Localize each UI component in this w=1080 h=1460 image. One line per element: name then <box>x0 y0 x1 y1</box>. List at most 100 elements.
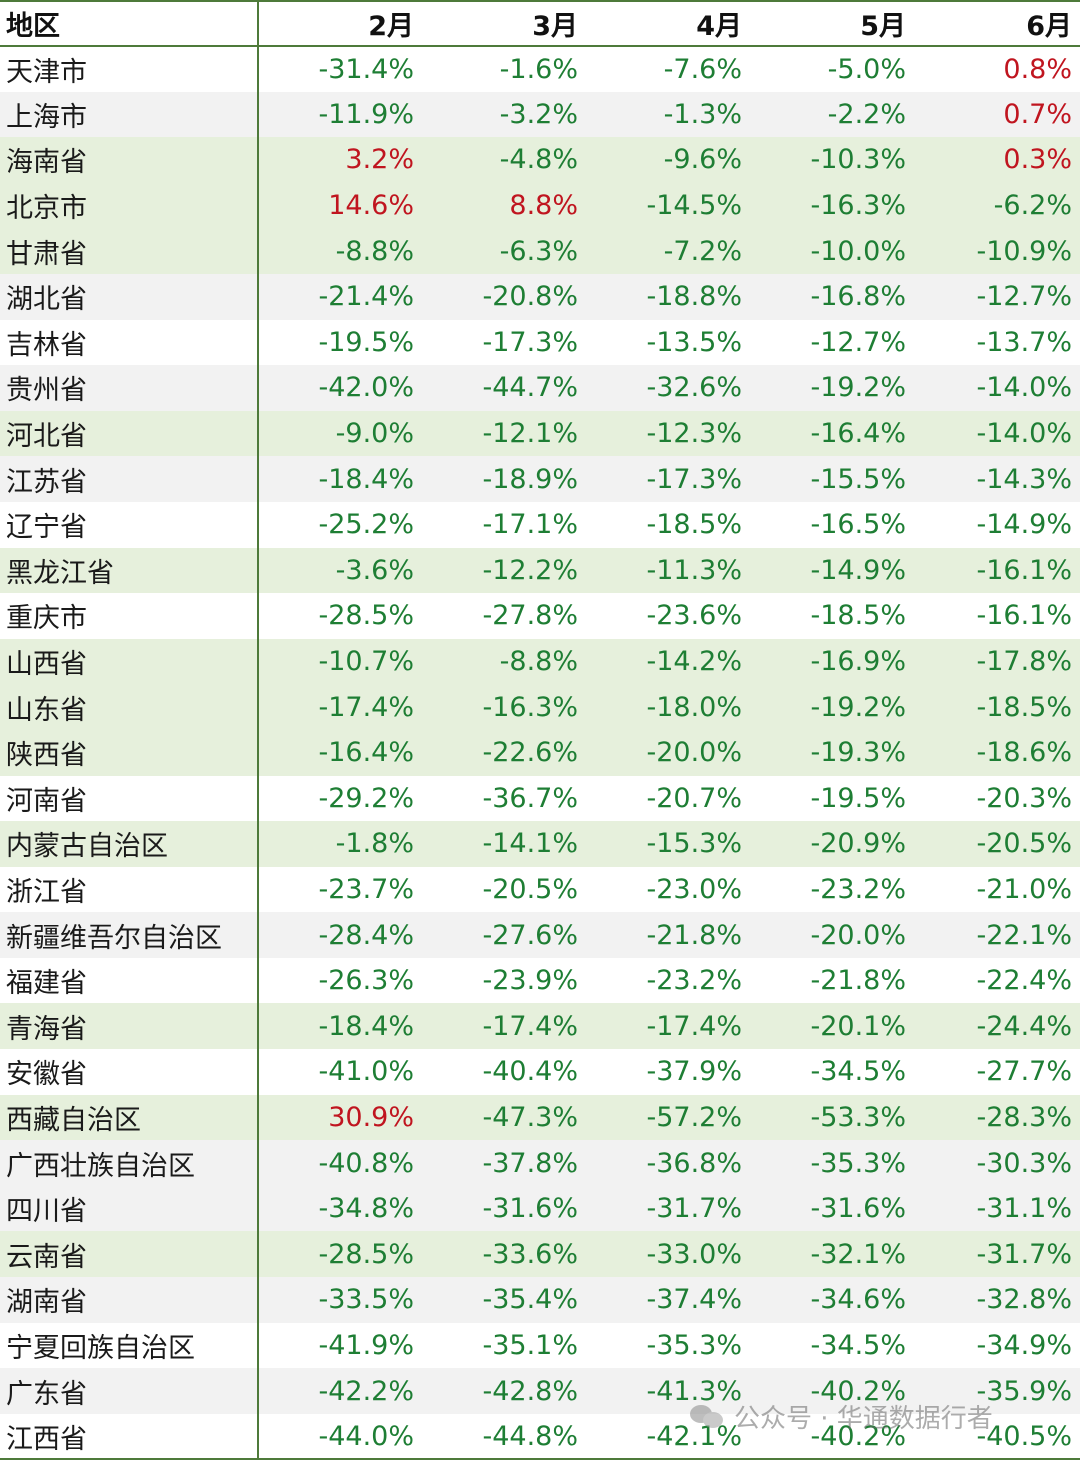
value-cell: -1.3% <box>586 91 750 138</box>
table-row: 广西壮族自治区 -40.8% -37.8% -36.8% -35.3% -30.3% <box>0 1140 1080 1186</box>
value-cell: -27.7% <box>914 1049 1080 1095</box>
value-cell: -16.5% <box>750 501 914 548</box>
region-cell: 海南省 <box>0 137 259 183</box>
table-row: 河南省 -29.2% -36.7% -20.7% -19.5% -20.3% <box>0 775 1080 822</box>
value-cell: -21.8% <box>586 912 750 958</box>
value-cell: -31.6% <box>750 1185 914 1232</box>
value-cell: -14.1% <box>422 821 586 867</box>
region-cell: 西藏自治区 <box>0 1094 259 1141</box>
value-cell: -17.4% <box>586 1003 750 1050</box>
table-row: 黑龙江省 -3.6% -12.2% -11.3% -14.9% -16.1% <box>0 547 1080 594</box>
value-cell: -12.7% <box>750 319 914 366</box>
value-cell: -28.3% <box>914 1094 1080 1141</box>
table-row: 四川省 -34.8% -31.6% -31.7% -31.6% -31.1% <box>0 1185 1080 1232</box>
value-cell: -22.1% <box>914 912 1080 958</box>
table-row: 北京市 14.6% 8.8% -14.5% -16.3% -6.2% <box>0 182 1080 229</box>
region-cell: 辽宁省 <box>0 501 259 548</box>
value-cell: -42.1% <box>586 1413 750 1460</box>
value-cell: -6.3% <box>422 228 586 274</box>
table-row: 新疆维吾尔自治区 -28.4% -27.6% -21.8% -20.0% -22.1% <box>0 912 1080 958</box>
value-cell: -19.3% <box>750 729 914 776</box>
table-row: 海南省 3.2% -4.8% -9.6% -10.3% 0.3% <box>0 137 1080 183</box>
region-cell: 重庆市 <box>0 593 259 639</box>
table-row: 江西省 -44.0% -44.8% -42.1% -40.2% -40.5% <box>0 1413 1080 1460</box>
table-row: 青海省 -18.4% -17.4% -17.4% -20.1% -24.4% <box>0 1003 1080 1050</box>
value-cell: -14.9% <box>750 547 914 594</box>
value-cell: -13.5% <box>586 319 750 366</box>
value-cell: -34.5% <box>750 1322 914 1369</box>
value-cell: -36.7% <box>422 775 586 822</box>
value-cell: -40.8% <box>258 1140 422 1186</box>
value-cell: -32.1% <box>750 1231 914 1278</box>
value-cell: -29.2% <box>258 775 422 822</box>
region-cell: 河北省 <box>0 410 259 457</box>
value-cell: -35.3% <box>586 1322 750 1369</box>
value-cell: -14.5% <box>586 182 750 229</box>
table-header: 地区 2月 3月 4月 5月 6月 <box>0 0 1080 47</box>
value-cell: -19.2% <box>750 365 914 411</box>
value-cell: -10.9% <box>914 228 1080 274</box>
value-cell: -12.2% <box>422 547 586 594</box>
value-cell: -21.0% <box>914 866 1080 913</box>
table-row: 西藏自治区 30.9% -47.3% -57.2% -53.3% -28.3% <box>0 1094 1080 1141</box>
value-cell: -21.8% <box>750 957 914 1004</box>
region-cell: 湖北省 <box>0 273 259 320</box>
value-cell: -12.7% <box>914 273 1080 320</box>
table-body: 天津市 -31.4% -1.6% -7.6% -5.0% 0.8% 上海市 -11.9% -3.… <box>0 46 1080 1460</box>
value-cell: -31.1% <box>914 1185 1080 1232</box>
value-cell: -23.9% <box>422 957 586 1004</box>
value-cell: -19.5% <box>750 775 914 822</box>
value-cell: -23.7% <box>258 866 422 913</box>
value-cell: -40.4% <box>422 1049 586 1095</box>
value-cell: -44.8% <box>422 1413 586 1460</box>
value-cell: -34.5% <box>750 1049 914 1095</box>
table-row: 贵州省 -42.0% -44.7% -32.6% -19.2% -14.0% <box>0 365 1080 411</box>
value-cell: -28.5% <box>258 593 422 639</box>
value-cell: -44.7% <box>422 365 586 411</box>
value-cell: -3.6% <box>258 547 422 594</box>
value-cell: -15.3% <box>586 821 750 867</box>
value-cell: -1.8% <box>258 821 422 867</box>
region-cell: 北京市 <box>0 182 259 229</box>
value-cell: -11.3% <box>586 547 750 594</box>
table-row: 重庆市 -28.5% -27.8% -23.6% -18.5% -16.1% <box>0 593 1080 639</box>
value-cell: -31.6% <box>422 1185 586 1232</box>
value-cell: -20.8% <box>422 273 586 320</box>
value-cell: -33.5% <box>258 1277 422 1323</box>
value-cell: -20.1% <box>750 1003 914 1050</box>
value-cell: -15.5% <box>750 456 914 502</box>
value-cell: -53.3% <box>750 1094 914 1141</box>
table-row: 湖北省 -21.4% -20.8% -18.8% -16.8% -12.7% <box>0 273 1080 320</box>
value-cell: -21.4% <box>258 273 422 320</box>
table-row: 辽宁省 -25.2% -17.1% -18.5% -16.5% -14.9% <box>0 501 1080 548</box>
region-cell: 广东省 <box>0 1368 259 1414</box>
value-cell: -1.6% <box>422 46 586 92</box>
value-cell: -10.0% <box>750 228 914 274</box>
column-header-month: 2月 <box>258 0 422 47</box>
region-cell: 上海市 <box>0 91 259 138</box>
value-cell: -31.7% <box>586 1185 750 1232</box>
value-cell: -17.3% <box>422 319 586 366</box>
value-cell: -16.3% <box>750 182 914 229</box>
value-cell: -35.1% <box>422 1322 586 1369</box>
table-row: 甘肃省 -8.8% -6.3% -7.2% -10.0% -10.9% <box>0 228 1080 274</box>
value-cell: -2.2% <box>750 91 914 138</box>
region-cell: 广西壮族自治区 <box>0 1140 259 1186</box>
value-cell: -13.7% <box>914 319 1080 366</box>
region-cell: 宁夏回族自治区 <box>0 1322 259 1369</box>
table-row: 江苏省 -18.4% -18.9% -17.3% -15.5% -14.3% <box>0 456 1080 502</box>
table-row: 广东省 -42.2% -42.8% -41.3% -40.2% -35.9% <box>0 1368 1080 1414</box>
column-header-month: 5月 <box>750 0 914 47</box>
value-cell: -27.6% <box>422 912 586 958</box>
value-cell: -23.0% <box>586 866 750 913</box>
value-cell: -34.9% <box>914 1322 1080 1369</box>
value-cell: -14.0% <box>914 410 1080 457</box>
value-cell: -14.9% <box>914 501 1080 548</box>
value-cell: -23.6% <box>586 593 750 639</box>
value-cell: 8.8% <box>422 182 586 229</box>
table-row: 山东省 -17.4% -16.3% -18.0% -19.2% -18.5% <box>0 684 1080 730</box>
region-cell: 湖南省 <box>0 1277 259 1323</box>
column-header-region: 地区 <box>0 0 259 47</box>
value-cell: -26.3% <box>258 957 422 1004</box>
value-cell: -31.7% <box>914 1231 1080 1278</box>
